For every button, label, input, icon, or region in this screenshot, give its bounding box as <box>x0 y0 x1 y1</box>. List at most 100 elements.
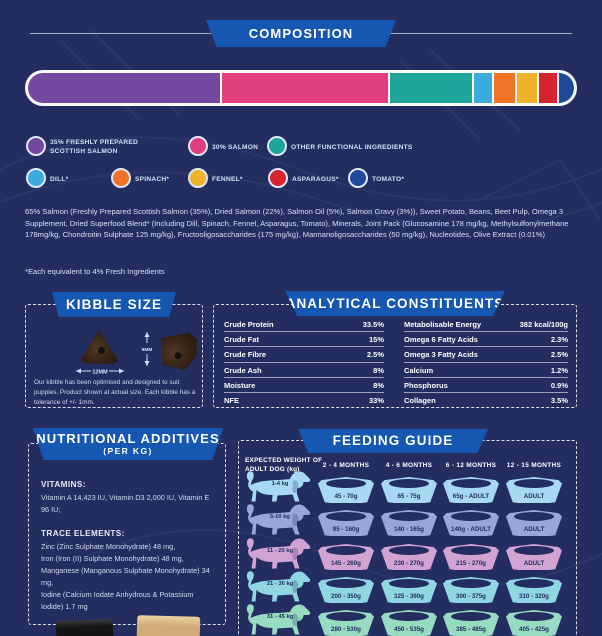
bowl-icon: 300 - 375g <box>443 577 499 603</box>
vitamins-heading: VITAMINS: <box>41 480 86 489</box>
bowl-icon: 65g - ADULT <box>443 477 499 503</box>
column-header-2-4-months: 2 - 4 MONTHS <box>322 462 370 469</box>
svg-text:9MM: 9MM <box>142 347 153 353</box>
dog-weight-label: 11 - 20 kg <box>266 548 294 554</box>
feeding-row-31-45kg: 31 - 45 kg 280 - 530g 450 - 535g 385 - 4… <box>239 602 578 636</box>
trace-line: Iron (Iron (II) Sulphate Monohydrate) 48… <box>41 554 184 563</box>
table-row: Calcium 1.2% <box>404 363 568 378</box>
dog-weight-label: 31 - 45 kg <box>266 614 294 620</box>
feeding-row-5-10kg: 5-10 kg 95 - 160g 140 - 165g 140g - ADUL… <box>239 502 578 536</box>
bar-segment-salmon <box>222 73 389 103</box>
bowl-icon: ADULT <box>506 477 562 503</box>
legend-swatch-spinach <box>111 168 131 188</box>
legend-label: FENNEL* <box>212 176 243 183</box>
ingredients-text: 65% Salmon (Freshly Prepared Scottish Sa… <box>25 207 569 240</box>
bar-segment-scottish-salmon <box>28 73 221 103</box>
analytical-title-ribbon: ANALYTICAL CONSTITUENTS <box>285 291 505 316</box>
trace-line: Iodine (Calcium Iodate Anhydrous & Potas… <box>41 590 194 611</box>
feeding-row-1-4kg: 1-4 kg 45 - 70g 65 - 75g 65g - ADULT ADU… <box>239 469 578 503</box>
analytical-table-right: Metabolisable Energy 382 kcal/100g Omega … <box>404 317 568 408</box>
fresh-ingredients-footnote: *Each equivalent to 4% Fresh Ingredients <box>25 267 165 276</box>
analytical-title: ANALYTICAL CONSTITUENTS <box>285 296 505 311</box>
product-bag-tan <box>136 615 201 636</box>
bowl-icon: 385 - 485g <box>443 610 499 636</box>
table-row: Collagen 3.5% <box>404 395 568 405</box>
legend-label: ASPARAGUS* <box>292 176 339 183</box>
legend-label: OTHER FUNCTIONAL INGREDIENTS <box>291 144 413 151</box>
feeding-row-21-30kg: 21 - 30 kg 200 - 350g 325 - 390g 300 - 3… <box>239 569 578 603</box>
bowl-icon: 325 - 390g <box>381 577 437 603</box>
table-row: Crude Fat 15% <box>224 332 384 348</box>
vitamins-text: Vitamin A 14,423 IU, Vitamin D3 2,000 IU… <box>41 493 210 514</box>
dog-weight-label: 1-4 kg <box>271 481 289 487</box>
bar-segment-fennel <box>516 73 537 103</box>
legend-label: DILL* <box>50 176 69 183</box>
bowl-icon: 140g - ADULT <box>443 510 499 536</box>
dog-weight-label: 21 - 30 kg <box>266 581 294 587</box>
column-header-6-12-months: 6 - 12 MONTHS <box>445 462 497 469</box>
trace-line: Manganese (Manganous Sulphate Monohydrat… <box>41 566 210 587</box>
kibble-width-dimension: 12MM <box>76 367 124 376</box>
svg-text:12MM: 12MM <box>92 370 108 376</box>
trace-line: Zinc (Zinc Sulphate Monohydrate) 48 mg, <box>41 542 176 551</box>
table-row: NFE 33% <box>224 395 384 405</box>
bowl-icon: 280 - 530g <box>318 610 374 636</box>
kibble-height-dimension: 9MM <box>142 332 153 366</box>
additives-title-ribbon: NUTRITIONAL ADDITIVES (PER KG) <box>33 428 223 460</box>
bowl-icon: 145 - 260g <box>318 544 374 570</box>
table-row: Metabolisable Energy 382 kcal/100g <box>404 317 568 333</box>
legend-swatch-dill <box>26 168 46 188</box>
analytical-table-left: Crude Protein 33.5% Crude Fat 15% Crude Fi… <box>224 317 384 408</box>
bowl-icon: 215 - 270g <box>443 544 499 570</box>
column-header-4-6-months: 4 - 6 MONTHS <box>385 462 433 469</box>
legend-swatch-fennel <box>188 168 208 188</box>
legend-label: TOMATO* <box>372 176 405 183</box>
legend-swatch-tomato <box>348 168 368 188</box>
legend-swatch-other-functional <box>267 136 287 156</box>
expected-weight-header: EXPECTED WEIGHT OF ADULT DOG (kg) <box>245 457 323 473</box>
dog-weight-label: 5-10 kg <box>270 514 290 520</box>
composition-title: COMPOSITION <box>248 26 354 41</box>
nutritional-additives-box: VITAMINS: Vitamin A 14,423 IU, Vitamin D… <box>28 443 226 625</box>
table-row: Moisture 8% <box>224 378 384 393</box>
bowl-icon: 140 - 165g <box>381 510 437 536</box>
bar-segment-tomato <box>558 73 574 103</box>
bowl-icon: 230 - 270g <box>381 544 437 570</box>
bowl-icon: ADULT <box>506 544 562 570</box>
legend-label: 30% SALMON <box>212 144 259 151</box>
composition-stacked-bar <box>25 70 577 106</box>
feeding-guide-box: FEEDING GUIDE EXPECTED WEIGHT OF ADULT D… <box>238 429 578 636</box>
additives-title: NUTRITIONAL ADDITIVES <box>36 431 220 446</box>
legend-swatch-salmon <box>188 136 208 156</box>
table-row: Phosphorus 0.9% <box>404 378 568 393</box>
kibble-size-title: KIBBLE SIZE <box>65 297 163 312</box>
bar-segment-spinach <box>493 73 515 103</box>
bowl-icon: 450 - 535g <box>381 610 437 636</box>
product-bag-black <box>55 619 114 636</box>
legend-label: SPINACH* <box>135 176 170 183</box>
bowl-icon: 45 - 70g <box>318 477 374 503</box>
feeding-guide-title-ribbon: FEEDING GUIDE <box>298 429 488 453</box>
kibble-description: Our kibble has been optimised and design… <box>34 379 196 406</box>
bar-segment-asparagus <box>538 73 557 103</box>
trace-elements-heading: TRACE ELEMENTS: <box>41 529 125 538</box>
feeding-guide-title: FEEDING GUIDE <box>332 433 454 448</box>
table-row: Crude Protein 33.5% <box>224 317 384 333</box>
bowl-icon: ADULT <box>506 510 562 536</box>
additives-subtitle: (PER KG) <box>103 446 153 456</box>
table-row: Omega 6 Fatty Acids 2.3% <box>404 332 568 348</box>
bowl-icon: 310 - 320g <box>506 577 562 603</box>
kibble-size-title-ribbon: KIBBLE SIZE <box>52 292 176 317</box>
legend-label: 35% FRESHLY PREPARED SCOTTISH SALMON <box>50 139 139 155</box>
column-header-12-15-months: 12 - 15 MONTHS <box>506 462 562 469</box>
legend-swatch-scottish-salmon <box>26 136 46 156</box>
bowl-icon: 65 - 75g <box>381 477 437 503</box>
analytical-constituents-box: Crude Protein 33.5% Crude Fat 15% Crude Fi… <box>213 304 577 408</box>
bowl-icon: 405 - 425g <box>506 610 562 636</box>
bowl-icon: 200 - 350g <box>318 577 374 603</box>
table-row: Crude Ash 8% <box>224 363 384 378</box>
table-row: Omega 3 Fatty Acids 2.5% <box>404 347 568 363</box>
bar-segment-other-functional <box>390 73 473 103</box>
table-row: Crude Fibre 2.5% <box>224 347 384 363</box>
